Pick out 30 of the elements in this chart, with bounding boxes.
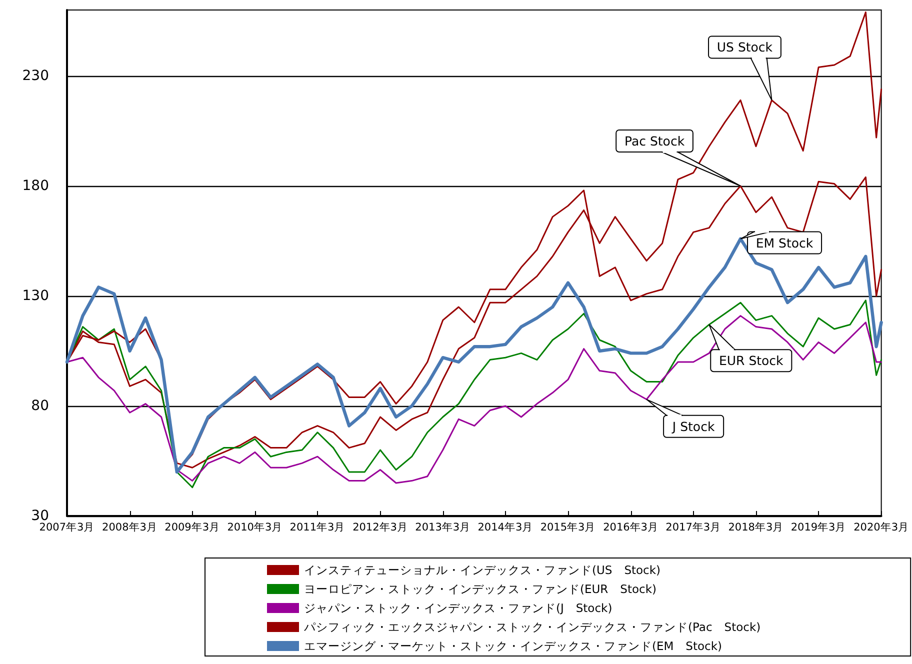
y-tick-label: 130 [22, 288, 49, 304]
x-tick-label: 2012年3月 [352, 522, 408, 534]
x-tick-label: 2018年3月 [728, 522, 784, 534]
annotation: US Stock [716, 40, 774, 55]
y-tick-label: 180 [22, 178, 49, 194]
annotation: J Stock [671, 418, 716, 434]
x-tick-label: 2017年3月 [666, 522, 722, 534]
x-tick-label: 2015年3月 [540, 522, 596, 534]
y-tick-label: 230 [22, 68, 49, 84]
x-tick-label: 2007年3月 [39, 522, 95, 534]
legend-label: パシフィック・エックスジャパン・ストック・インデックス・ファンド(Pac Stock) [303, 620, 761, 634]
legend-label: ヨーロピアン・ストック・インデックス・ファンド(EUR Stock) [304, 582, 656, 596]
annotation: EM Stock [756, 235, 814, 250]
legend-label: エマージング・マーケット・ストック・インデックス・ファンド(EM Stock) [304, 639, 722, 653]
x-tick-label: 2010年3月 [227, 522, 283, 534]
x-tick-label: 2020年3月 [854, 522, 909, 534]
x-tick-label: 2013年3月 [415, 522, 471, 534]
x-tick-label: 2019年3月 [790, 522, 846, 534]
y-tick-label: 80 [31, 398, 49, 414]
legend-label: インスティテューショナル・インデックス・ファンド(US Stock) [304, 563, 661, 577]
x-tick-label: 2016年3月 [603, 522, 658, 534]
annotation: Pac Stock [624, 134, 686, 148]
x-tick-label: 2008年3月 [102, 522, 158, 534]
x-tick-label: 2014年3月 [478, 522, 534, 534]
x-tick-label: 2011年3月 [290, 522, 346, 534]
legend-label: ジャパン・ストック・インデックス・ファンド(J Stock) [304, 601, 612, 615]
line-series [65, 237, 883, 474]
annotation: EUR Stock [718, 353, 784, 368]
x-tick-label: 2009年3月 [164, 522, 220, 534]
y-tick-label: 30 [31, 508, 49, 524]
